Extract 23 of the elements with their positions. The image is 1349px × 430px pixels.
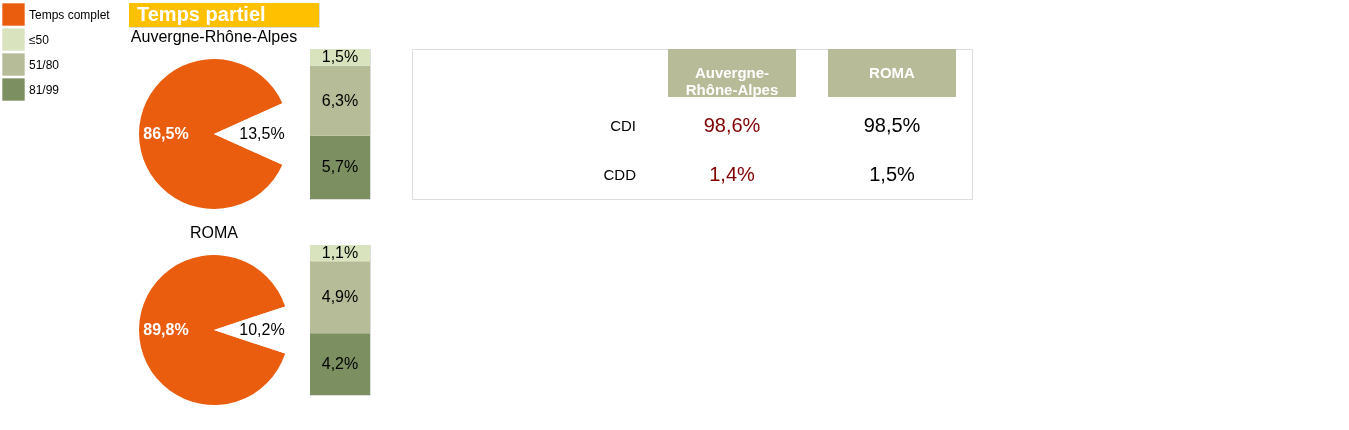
data-label: 4,2% [321, 355, 359, 373]
data-label: 1,5% [869, 162, 916, 185]
legend-label: Temps complet [29, 7, 111, 22]
data-label: 1,5% [321, 48, 359, 66]
text: Auvergne-Rhône-Alpes [130, 28, 298, 45]
y-tick-label: CDD [603, 165, 637, 183]
data-label: 6,3% [321, 91, 359, 109]
data-label: 4,9% [321, 288, 359, 306]
legend-label: ≤50 [29, 32, 50, 47]
chart-title: ROMA [190, 224, 239, 241]
data-label: 89,8% [143, 321, 189, 338]
text: Temps partiel [137, 3, 266, 25]
data-label: 13,5% [239, 125, 285, 142]
legend-label: 51/80 [29, 57, 60, 72]
y-tick-label: CDI [610, 117, 636, 135]
data-label: 5,7% [321, 158, 359, 176]
data-label: 10,2% [239, 321, 285, 338]
data-label: 98,6% [703, 114, 761, 137]
data-label: 1,1% [321, 244, 359, 262]
legend-label: 81/99 [29, 82, 60, 97]
data-label: 98,5% [863, 114, 921, 137]
data-label: 1,4% [709, 162, 756, 185]
data-label: 86,5% [143, 125, 189, 142]
